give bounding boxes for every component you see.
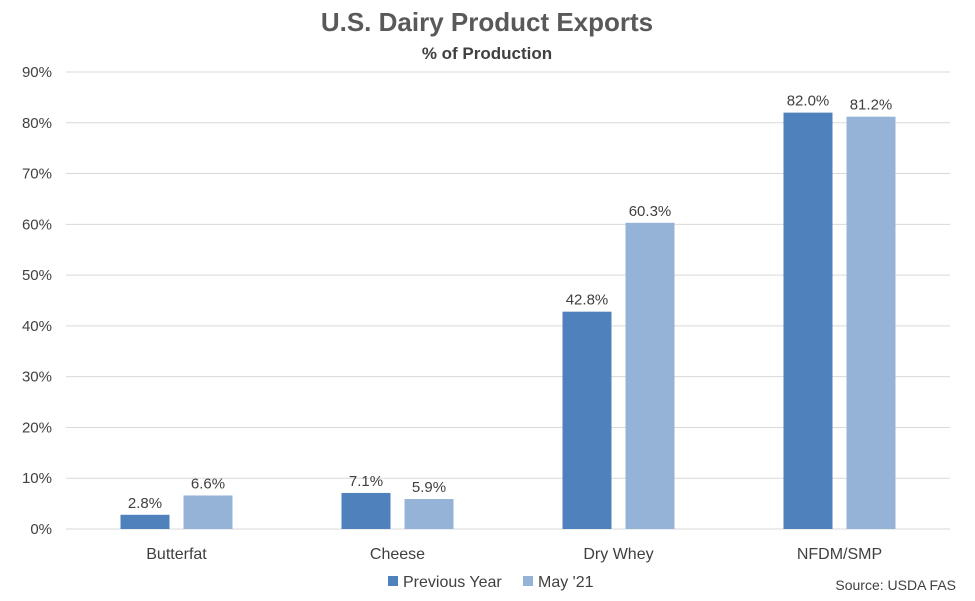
- y-tick-label: 30%: [22, 369, 52, 386]
- x-category-label: Butterfat: [146, 546, 207, 563]
- data-label: 5.9%: [412, 479, 446, 496]
- y-tick-label: 80%: [22, 115, 52, 132]
- data-label: 7.1%: [349, 473, 383, 490]
- data-label: 81.2%: [850, 97, 893, 114]
- y-tick-label: 20%: [22, 419, 52, 436]
- source-note: Source: USDA FAS: [835, 577, 956, 593]
- x-category-label: Dry Whey: [583, 546, 653, 563]
- data-label: 60.3%: [629, 203, 672, 220]
- bar: [120, 514, 170, 529]
- y-tick-label: 0%: [30, 521, 52, 538]
- bar: [625, 222, 675, 529]
- y-tick-label: 10%: [22, 470, 52, 487]
- x-axis-categories: Butterfat Cheese Dry Whey NFDM/SMP: [146, 546, 882, 563]
- y-tick-label: 60%: [22, 216, 52, 233]
- gridlines: [66, 71, 950, 530]
- data-label: 2.8%: [128, 495, 162, 512]
- data-labels: 2.8% 6.6% 7.1% 5.9% 42.8% 60.3% 82.0% 81.2%: [128, 93, 892, 512]
- x-category-label: Cheese: [370, 546, 425, 563]
- y-tick-label: 40%: [22, 318, 52, 335]
- legend: Previous Year May '21: [388, 574, 594, 591]
- bar: [846, 116, 896, 529]
- y-axis-ticks: 0% 10% 20% 30% 40% 50% 60% 70% 80% 90%: [22, 64, 52, 538]
- data-label: 82.0%: [787, 93, 830, 110]
- bars: [120, 112, 896, 529]
- legend-label: May '21: [538, 574, 594, 591]
- legend-swatch: [523, 576, 533, 586]
- bar: [183, 495, 233, 529]
- chart-title: U.S. Dairy Product Exports: [321, 7, 653, 37]
- bar: [341, 492, 391, 529]
- bar: [562, 311, 612, 529]
- legend-swatch: [388, 576, 398, 586]
- legend-label: Previous Year: [403, 574, 502, 591]
- y-tick-label: 50%: [22, 267, 52, 284]
- data-label: 42.8%: [566, 292, 609, 309]
- data-label: 6.6%: [191, 475, 225, 492]
- chart-subtitle: % of Production: [422, 44, 552, 63]
- bar: [404, 499, 454, 529]
- y-tick-label: 90%: [22, 64, 52, 81]
- bar: [783, 112, 833, 529]
- y-tick-label: 70%: [22, 166, 52, 183]
- x-category-label: NFDM/SMP: [797, 546, 882, 563]
